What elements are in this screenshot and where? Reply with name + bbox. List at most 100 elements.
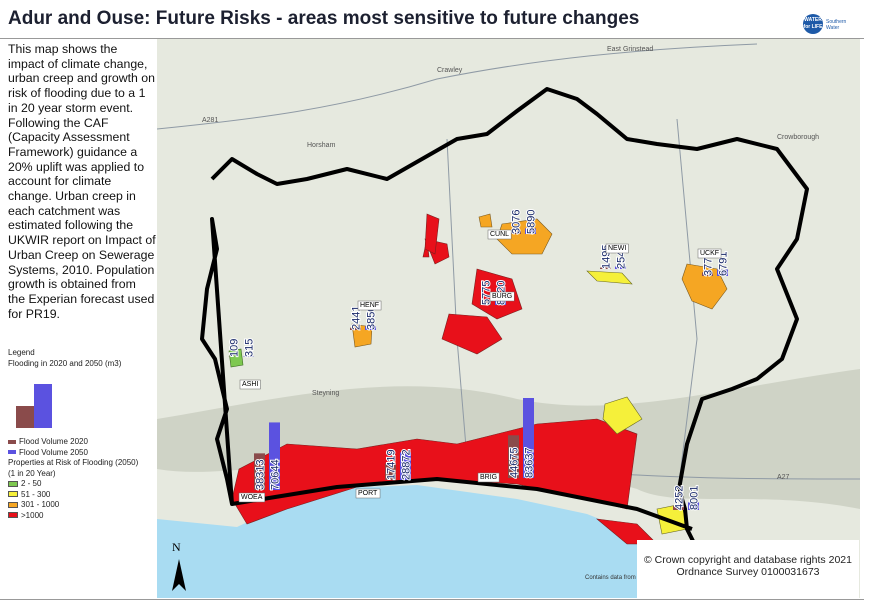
site-code-bg	[605, 243, 629, 254]
legend-item: >1000	[8, 511, 156, 522]
flood-value: 70644	[270, 459, 282, 490]
copyright-box: © Crown copyright and database rights 20…	[637, 540, 859, 598]
logo-brand: Southern Water	[826, 19, 847, 31]
flood-bar	[508, 435, 519, 478]
legend-label: Properties at Risk of Flooding (2050)	[8, 458, 139, 467]
flood-bar	[480, 299, 491, 305]
flood-value: 3850	[366, 306, 378, 330]
site-code: UCKF	[700, 250, 719, 257]
logo: WATER for LIFE Southern Water	[803, 14, 853, 36]
swatch	[8, 501, 18, 508]
title: Adur and Ouse: Future Risks - areas most…	[8, 8, 640, 29]
place-label: A281	[202, 117, 218, 124]
flood-value: 2441	[351, 306, 363, 330]
map: East Grinstead Crawley Horsham Crowborough S…	[157, 39, 860, 598]
site-code-bg	[477, 472, 500, 483]
place-labels: East Grinstead Crawley Horsham Crowborough S…	[202, 46, 819, 481]
place-label: Crawley	[437, 67, 463, 74]
site-code: PORT	[358, 490, 378, 497]
place-label: Steyning	[312, 390, 339, 397]
legend-bars	[16, 384, 52, 428]
legend-bar-2050	[34, 384, 52, 428]
legend-label: 51 - 300	[21, 489, 51, 499]
site-code: ASHI	[242, 381, 258, 388]
site-code: CUNL	[490, 231, 509, 238]
flood-bar	[350, 327, 361, 330]
flood-bar	[385, 463, 396, 480]
swatch	[8, 512, 18, 519]
place-label: Horsham	[307, 142, 336, 149]
legend-label: >1000	[21, 510, 44, 520]
legend-subtitle: Flooding in 2020 and 2050 (m3)	[8, 358, 122, 368]
flood-bar	[523, 398, 534, 478]
north-label: N	[172, 540, 181, 554]
flood-bar	[600, 267, 611, 269]
orange-areas	[351, 213, 728, 348]
data-note: Contains data from	[585, 575, 636, 581]
flood-value: 44675	[509, 447, 521, 478]
flood-bar	[525, 228, 536, 234]
frame	[0, 38, 864, 600]
flood-value: 3076	[511, 210, 523, 234]
catchment-boundary	[200, 87, 809, 598]
flood-value: 315	[244, 339, 256, 357]
flood-bar	[688, 502, 699, 510]
logo-badge: WATER for LIFE	[803, 14, 823, 34]
flood-bar	[254, 453, 265, 490]
copyright-line: © Crown copyright and database rights 20…	[644, 554, 852, 566]
legend-item: 2 - 50	[8, 479, 156, 490]
swatch	[8, 491, 18, 498]
site-code: HENF	[360, 302, 379, 309]
flood-value: 83637	[524, 447, 536, 478]
legend-bar-2020	[16, 406, 34, 428]
place-label: East Grinstead	[607, 46, 653, 53]
urban-areas	[231, 213, 658, 545]
legend-item: 51 - 300	[8, 490, 156, 501]
legend-label: Flood Volume 2050	[19, 447, 88, 457]
swatch	[8, 450, 16, 455]
flood-value: 8001	[689, 486, 701, 510]
flood-bar	[365, 326, 376, 330]
flood-value: 109	[229, 339, 241, 357]
legend-item: Flood Volume 2020	[8, 437, 156, 448]
site-code: WOEA	[241, 494, 263, 501]
flood-value: 38313	[255, 459, 267, 490]
flood-bar	[615, 266, 626, 269]
description: This map shows the impact of climate cha…	[8, 42, 156, 321]
flood-bar	[400, 452, 411, 480]
flood-value: 17419	[386, 449, 398, 480]
site-code: BURG	[492, 293, 512, 300]
site-code-bg	[355, 488, 381, 499]
north-arrow	[172, 559, 186, 591]
flood-bar	[717, 269, 728, 276]
site-code-bg	[697, 248, 722, 259]
site-code-bg	[487, 229, 512, 240]
site-code-bg	[239, 379, 261, 390]
copyright-line: Ordnance Survey 0100031673	[676, 566, 820, 578]
flood-bar	[673, 505, 684, 510]
flood-bar	[269, 422, 280, 490]
site-code: BRIG	[480, 474, 497, 481]
legend-classes: 2 - 50 51 - 300 301 - 1000 >1000	[8, 479, 156, 520]
flood-value: 4252	[674, 486, 686, 510]
flood-bar	[702, 272, 713, 276]
flood-value: 5890	[526, 210, 538, 234]
swatch	[8, 439, 16, 444]
place-label: Crowborough	[777, 134, 819, 141]
legend-label: 301 - 1000	[21, 500, 60, 509]
green-areas	[228, 348, 244, 368]
flood-bar	[510, 231, 521, 234]
site-code-bg	[357, 300, 382, 311]
legend-label: (1 in 20 Year)	[8, 468, 56, 478]
sea	[157, 485, 697, 598]
legend-label: 2 - 50	[21, 479, 42, 488]
site-code-bg	[238, 492, 265, 503]
legend: Legend Flooding in 2020 and 2050 (m3) Fl…	[8, 348, 156, 520]
site-code: NEWI	[608, 245, 626, 252]
legend-title: Legend	[8, 348, 35, 357]
site-code-bg	[489, 291, 515, 302]
place-label: A27	[777, 474, 790, 481]
swatch	[8, 480, 18, 487]
